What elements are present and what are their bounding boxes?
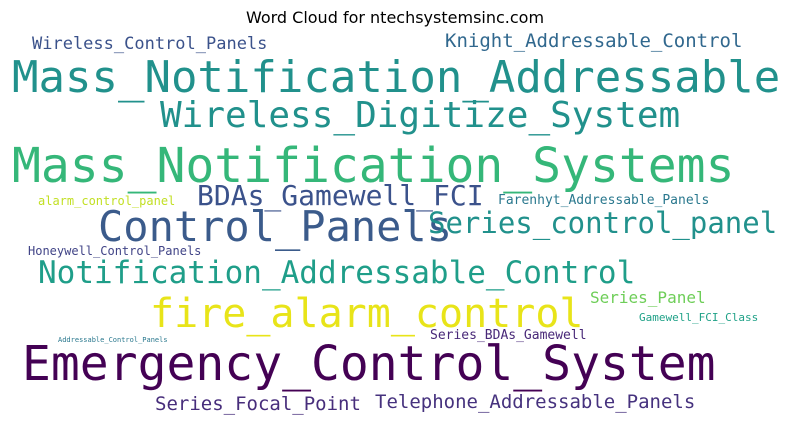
word-alarm-control-panel: alarm_control_panel <box>38 194 176 208</box>
word-addressable-control-panels: Addressable_Control_Panels <box>58 336 168 344</box>
word-bdas-gamewell-fci: BDAs_Gamewell_FCI <box>197 179 484 212</box>
word-control-panels: Control_Panels <box>98 202 453 251</box>
word-wireless-digitize-system: Wireless_Digitize_System <box>160 95 681 136</box>
word-wireless-control-panels: Wireless_Control_Panels <box>32 34 268 54</box>
word-knight-addressable-control: Knight_Addressable_Control <box>445 30 743 52</box>
word-telephone-addressable-panels: Telephone_Addressable_Panels <box>375 391 696 413</box>
word-gamewell-fci-class: Gamewell_FCI_Class <box>639 311 759 324</box>
word-emergency-control-system: Emergency_Control_System <box>22 336 716 392</box>
chart-title: Word Cloud for ntechsystemsinc.com <box>245 8 545 27</box>
word-series-focal-point: Series_Focal_Point <box>155 393 361 415</box>
word-mass-notification-systems: Mass_Notification_Systems <box>12 138 735 194</box>
word-farenhyt-addressable-panels: Farenhyt_Addressable_Panels <box>498 193 710 208</box>
word-series-control-panel: Series_control_panel <box>428 206 778 240</box>
word-mass-notification-addressable: Mass_Notification_Addressable <box>12 52 781 103</box>
word-series-bdas-gamewell: Series_BDAs_Gamewell <box>430 328 587 343</box>
word-honeywell-control-panels: Honeywell_Control_Panels <box>28 244 202 258</box>
word-fire-alarm-control: fire_alarm_control <box>150 291 584 337</box>
word-series-panel: Series_Panel <box>590 288 706 307</box>
word-notification-addressable-control: Notification_Addressable_Control <box>38 255 636 291</box>
